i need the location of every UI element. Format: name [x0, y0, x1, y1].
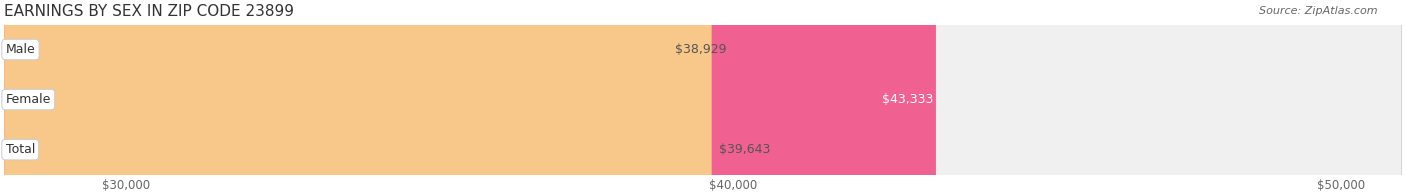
FancyBboxPatch shape [4, 0, 1402, 196]
FancyBboxPatch shape [4, 0, 1402, 196]
FancyBboxPatch shape [4, 0, 936, 196]
Text: Male: Male [6, 43, 35, 56]
Text: Total: Total [6, 143, 35, 156]
FancyBboxPatch shape [4, 0, 668, 196]
Text: Female: Female [6, 93, 51, 106]
Text: $43,333: $43,333 [882, 93, 934, 106]
Text: $38,929: $38,929 [675, 43, 727, 56]
FancyBboxPatch shape [4, 0, 711, 196]
Text: Source: ZipAtlas.com: Source: ZipAtlas.com [1260, 6, 1378, 16]
Text: EARNINGS BY SEX IN ZIP CODE 23899: EARNINGS BY SEX IN ZIP CODE 23899 [4, 4, 294, 19]
FancyBboxPatch shape [4, 0, 1402, 196]
Text: $39,643: $39,643 [718, 143, 770, 156]
